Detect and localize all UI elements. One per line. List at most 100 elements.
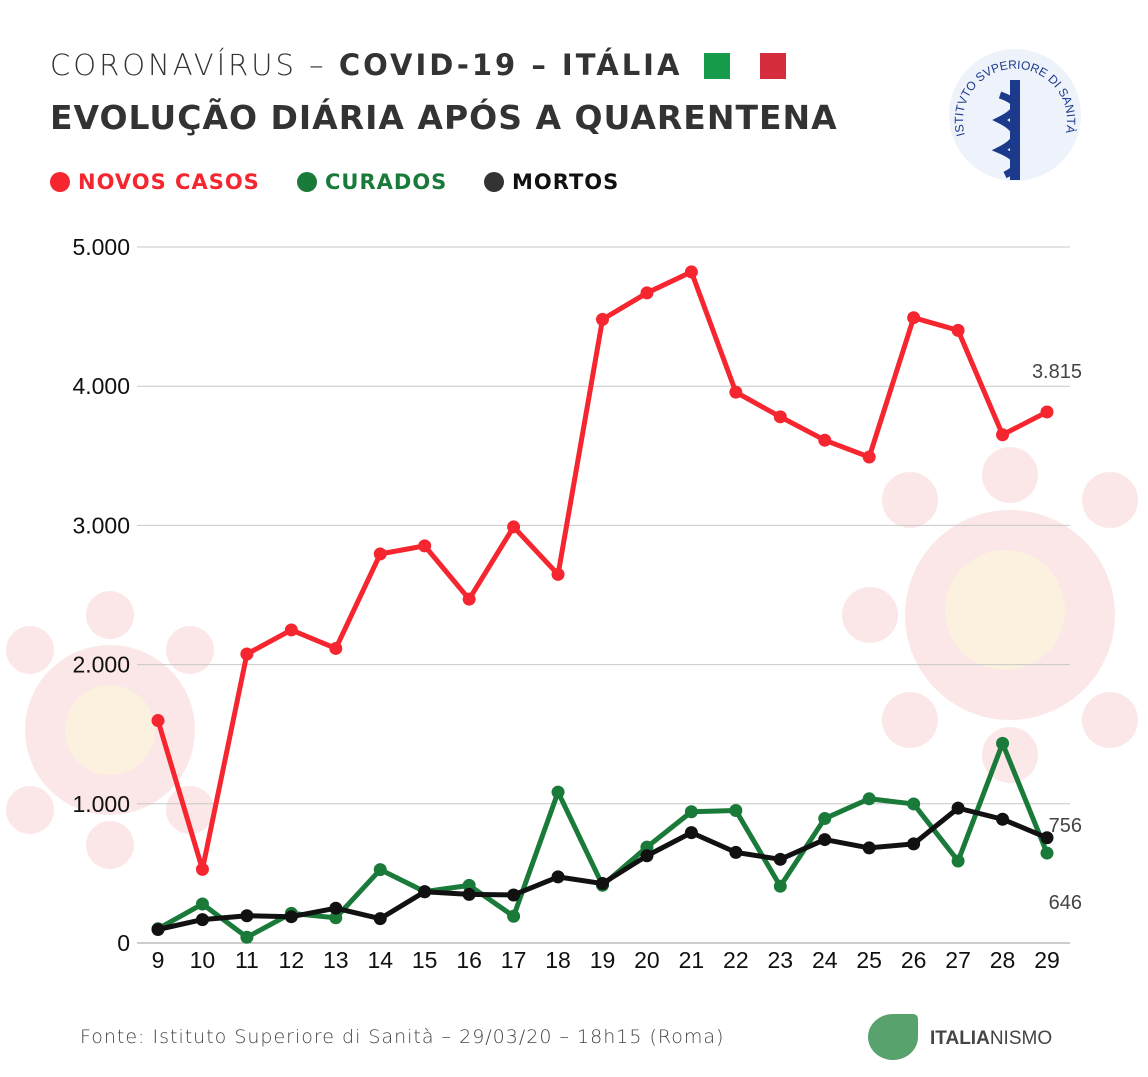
data-point (907, 837, 921, 851)
x-tick-label: 16 (456, 947, 482, 973)
data-point (240, 930, 254, 944)
legend-dot-icon (484, 172, 504, 192)
y-tick-label: 5.000 (72, 234, 130, 260)
legend-mortos: MORTOS (484, 170, 619, 194)
data-point (1040, 831, 1054, 845)
iss-logo: ISTITVTO SVPERIORE DI SANITÀ (949, 49, 1081, 181)
end-label-novos-casos: 3.815 (1032, 361, 1082, 383)
x-tick-label: 17 (501, 947, 527, 973)
data-point (818, 833, 832, 847)
data-point (996, 428, 1010, 442)
legend-curados: CURADOS (297, 170, 447, 194)
data-point (640, 286, 654, 300)
y-tick-label: 1.000 (72, 791, 130, 817)
brand-a: ITALIA (930, 1028, 990, 1049)
data-point (951, 801, 965, 815)
data-point (996, 736, 1010, 750)
series-line-0 (155, 269, 1049, 872)
x-tick-label: 26 (901, 947, 927, 973)
source-note: Fonte: Istituto Superiore di Sanità – 29… (80, 1026, 725, 1048)
data-point (284, 623, 298, 637)
data-point (284, 910, 298, 924)
x-tick-label: 28 (990, 947, 1016, 973)
data-point (195, 862, 209, 876)
y-tick-label: 3.000 (72, 512, 130, 538)
x-tick-label: 27 (945, 947, 971, 973)
data-point (729, 803, 743, 817)
data-point (551, 870, 565, 884)
x-tick-label: 20 (634, 947, 660, 973)
legend-dot-icon (297, 172, 317, 192)
data-point (462, 592, 476, 606)
x-tick-label: 12 (279, 947, 305, 973)
x-tick-label: 23 (768, 947, 794, 973)
data-point (907, 797, 921, 811)
data-point (596, 877, 609, 891)
subtitle: EVOLUÇÃO DIÁRIA APÓS A QUARENTENA (50, 98, 838, 137)
data-point (373, 863, 387, 877)
data-point (729, 845, 743, 859)
data-point (418, 885, 432, 899)
data-point (640, 849, 654, 863)
x-tick-label: 15 (412, 947, 438, 973)
flag-green-square (704, 53, 730, 79)
data-point (373, 912, 387, 926)
data-point (862, 450, 876, 464)
y-tick-label: 4.000 (72, 373, 130, 399)
brand-logo: ITALIANISMO (868, 1014, 1053, 1060)
title-bold: COVID-19 – ITÁLIA (338, 48, 683, 82)
x-tick-label: 21 (679, 947, 705, 973)
data-point (462, 887, 476, 901)
x-tick-label: 14 (367, 947, 393, 973)
data-point (507, 909, 521, 923)
data-point (551, 567, 565, 581)
data-point (462, 878, 476, 892)
x-tick-label: 18 (545, 947, 571, 973)
data-point (818, 433, 832, 447)
data-point (773, 879, 787, 893)
data-point (551, 785, 565, 799)
data-point (862, 841, 876, 855)
data-point (684, 826, 698, 840)
data-point (507, 520, 521, 534)
end-label-mortos: 756 (1049, 815, 1082, 837)
legend-novos-casos: NOVOS CASOS (50, 170, 260, 194)
data-point (195, 897, 209, 911)
data-point (240, 647, 254, 661)
x-tick-label: 9 (152, 947, 165, 973)
data-point (329, 911, 343, 925)
x-tick-label: 24 (812, 947, 838, 973)
x-tick-label: 22 (723, 947, 749, 973)
data-point (596, 312, 609, 326)
data-point (1040, 405, 1054, 419)
data-point (1040, 846, 1054, 860)
data-point (729, 385, 743, 399)
brand-b: NISMO (989, 1028, 1053, 1049)
x-tick-label: 19 (590, 947, 616, 973)
data-point (151, 714, 165, 728)
data-point (151, 922, 165, 936)
x-tick-label: 29 (1034, 947, 1060, 973)
y-tick-label: 2.000 (72, 652, 130, 678)
data-point (507, 888, 521, 902)
brand-icon (868, 1014, 918, 1060)
data-point (684, 265, 698, 279)
data-point (373, 547, 387, 561)
data-point (996, 812, 1010, 826)
legend-dot-icon (50, 172, 70, 192)
title-prefix: CORONAVÍRUS – (50, 48, 339, 82)
x-tick-label: 13 (323, 947, 349, 973)
data-point (240, 909, 254, 923)
x-tick-label: 11 (235, 947, 259, 973)
data-point (773, 410, 787, 424)
end-label-curados: 646 (1049, 892, 1082, 914)
data-point (329, 901, 343, 915)
data-point (195, 913, 209, 927)
data-point (862, 792, 876, 806)
flag-red-square (760, 53, 786, 79)
x-tick-label: 25 (856, 947, 882, 973)
data-point (818, 812, 832, 826)
data-point (951, 323, 965, 337)
data-point (329, 641, 343, 655)
